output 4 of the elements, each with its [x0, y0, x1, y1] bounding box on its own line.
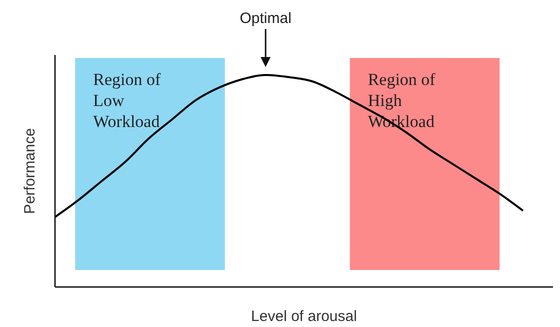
y-axis-title: Performance — [21, 128, 38, 214]
text: Optimal — [240, 10, 292, 27]
annotation: Region of Low Workload — [93, 70, 161, 131]
x-axis-title: Level of arousal — [251, 308, 357, 325]
